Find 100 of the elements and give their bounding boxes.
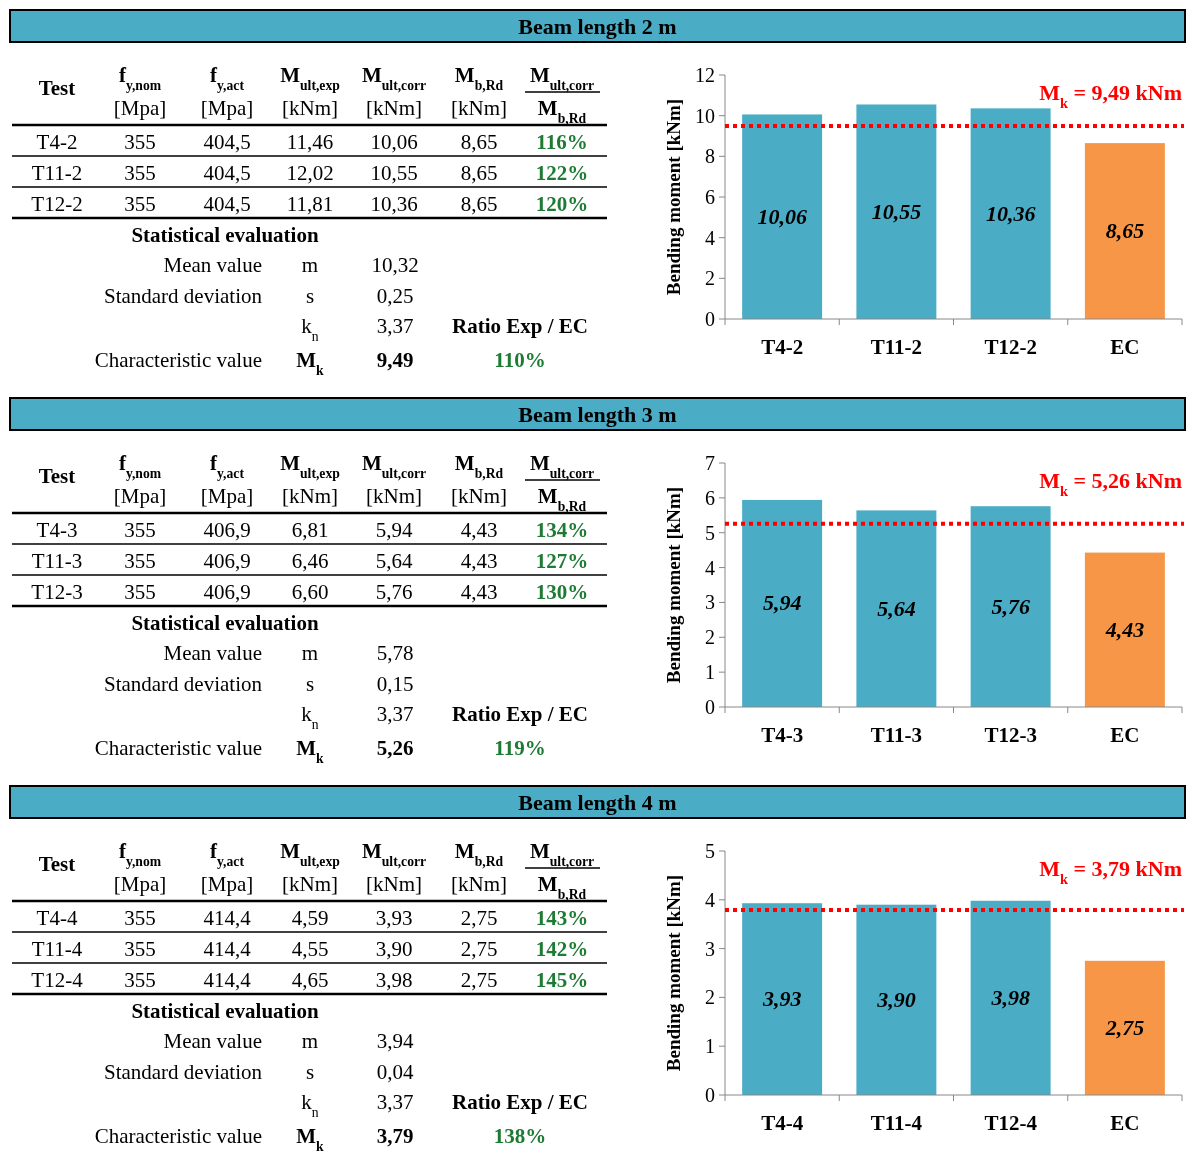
y-axis-title: Bending moment [kNm] (663, 486, 684, 684)
ref-line-label: M$_{k}$ = 5,26 kNm (1039, 468, 1182, 499)
data-label: 4,43 (1104, 616, 1145, 642)
y-tick-label: 12 (695, 64, 715, 86)
text: 355 (124, 518, 156, 542)
text: 355 (124, 549, 156, 573)
y-tick-label: 0 (705, 696, 715, 718)
text: Standard deviation (103, 284, 263, 308)
text: M$_{b,Rd}$ (454, 839, 504, 869)
text: 3,98 (375, 968, 413, 992)
text: Statistical evaluation (131, 611, 319, 635)
text: 120% (535, 192, 589, 216)
text: 3,90 (375, 937, 413, 961)
text: 5,76 (375, 580, 413, 604)
text: f$_{y,act}$ (210, 839, 245, 869)
data-label: 10,55 (871, 198, 922, 224)
text: Characteristic value (94, 1124, 262, 1148)
text: 10,32 (371, 253, 419, 277)
text: 4,43 (460, 549, 498, 573)
text: 12,02 (286, 161, 334, 185)
text: 4,65 (291, 968, 329, 992)
data-label: 3,93 (761, 986, 802, 1012)
text: M$_{ult,exp}$ (280, 63, 341, 93)
text: M$_{b,Rd}$ (537, 872, 587, 902)
text: [kNm] (366, 872, 422, 896)
text: 10,55 (370, 161, 418, 185)
y-tick-label: 8 (705, 145, 715, 168)
text: k$_{n}$ (301, 1090, 319, 1120)
text: M$_{b,Rd}$ (454, 63, 504, 93)
y-tick-label: 4 (705, 556, 715, 579)
text: 4,43 (460, 518, 498, 542)
data-label: 3,98 (990, 984, 1030, 1010)
text: M$_{b,Rd}$ (537, 484, 587, 514)
text: [kNm] (451, 96, 507, 120)
y-tick-label: 6 (705, 486, 715, 509)
text: k$_{n}$ (301, 702, 319, 732)
text: 4,59 (291, 906, 329, 930)
text: 10,06 (370, 130, 418, 154)
text: 406,9 (203, 549, 251, 573)
text: m (301, 641, 319, 665)
text: Characteristic value (94, 736, 262, 760)
ref-line-label: M$_{k}$ = 9,49 kNm (1039, 80, 1182, 111)
y-tick-label: 0 (705, 1084, 715, 1106)
text: [Mpa] (200, 484, 254, 508)
text: M$_{ult,corr}$ (529, 839, 595, 869)
text: 2,75 (460, 937, 498, 961)
text: k$_{n}$ (301, 314, 319, 344)
text: [kNm] (282, 872, 338, 896)
text: 4,43 (460, 580, 498, 604)
text: 355 (124, 130, 156, 154)
text: 3,37 (376, 702, 414, 726)
data-label: 10,36 (985, 200, 1036, 226)
text: 143% (535, 906, 589, 930)
text: 6,60 (291, 580, 329, 604)
text: Characteristic value (94, 348, 262, 372)
y-tick-label: 4 (705, 888, 715, 911)
text: T4-3 (36, 518, 78, 542)
text: 9,49 (376, 348, 414, 372)
y-tick-label: 1 (705, 661, 715, 684)
text: 414,4 (203, 937, 252, 961)
text: [Mpa] (113, 96, 167, 120)
text: s (305, 1060, 315, 1084)
text: [kNm] (282, 96, 338, 120)
text: 406,9 (203, 518, 251, 542)
text: 5,26 (376, 736, 414, 760)
text: m (301, 1029, 319, 1053)
text: M$_{ult,exp}$ (280, 839, 341, 869)
x-tick-label: EC (1110, 335, 1140, 359)
x-tick-label: T11-3 (870, 723, 923, 747)
y-tick-label: 3 (705, 937, 715, 960)
text: 414,4 (203, 968, 252, 992)
text: f$_{y,act}$ (210, 63, 245, 93)
text: 3,94 (376, 1029, 414, 1053)
text: 355 (124, 937, 156, 961)
y-tick-label: 7 (705, 452, 715, 474)
bar (856, 104, 937, 319)
text: 0,15 (376, 672, 414, 696)
text: Beam length 3 m (518, 402, 677, 427)
text: Statistical evaluation (131, 999, 319, 1023)
data-label: 5,94 (762, 590, 802, 616)
text: 2,75 (460, 906, 498, 930)
y-tick-label: 10 (695, 104, 715, 127)
bar (970, 108, 1051, 319)
bar (742, 114, 823, 319)
text: [kNm] (282, 484, 338, 508)
y-tick-label: 5 (705, 840, 715, 862)
text: Beam length 2 m (518, 14, 677, 39)
text: f$_{y,act}$ (210, 451, 245, 481)
text: 0,04 (376, 1060, 414, 1084)
text: 6,81 (291, 518, 329, 542)
text: 122% (535, 161, 589, 185)
text: 142% (535, 937, 589, 961)
text: 3,93 (375, 906, 413, 930)
text: 119% (494, 736, 546, 760)
text: T12-3 (31, 580, 83, 604)
y-tick-label: 0 (705, 308, 715, 330)
data-label: 5,64 (877, 595, 916, 621)
text: 8,65 (460, 192, 498, 216)
text: 134% (535, 518, 589, 542)
text: Test (38, 852, 76, 876)
